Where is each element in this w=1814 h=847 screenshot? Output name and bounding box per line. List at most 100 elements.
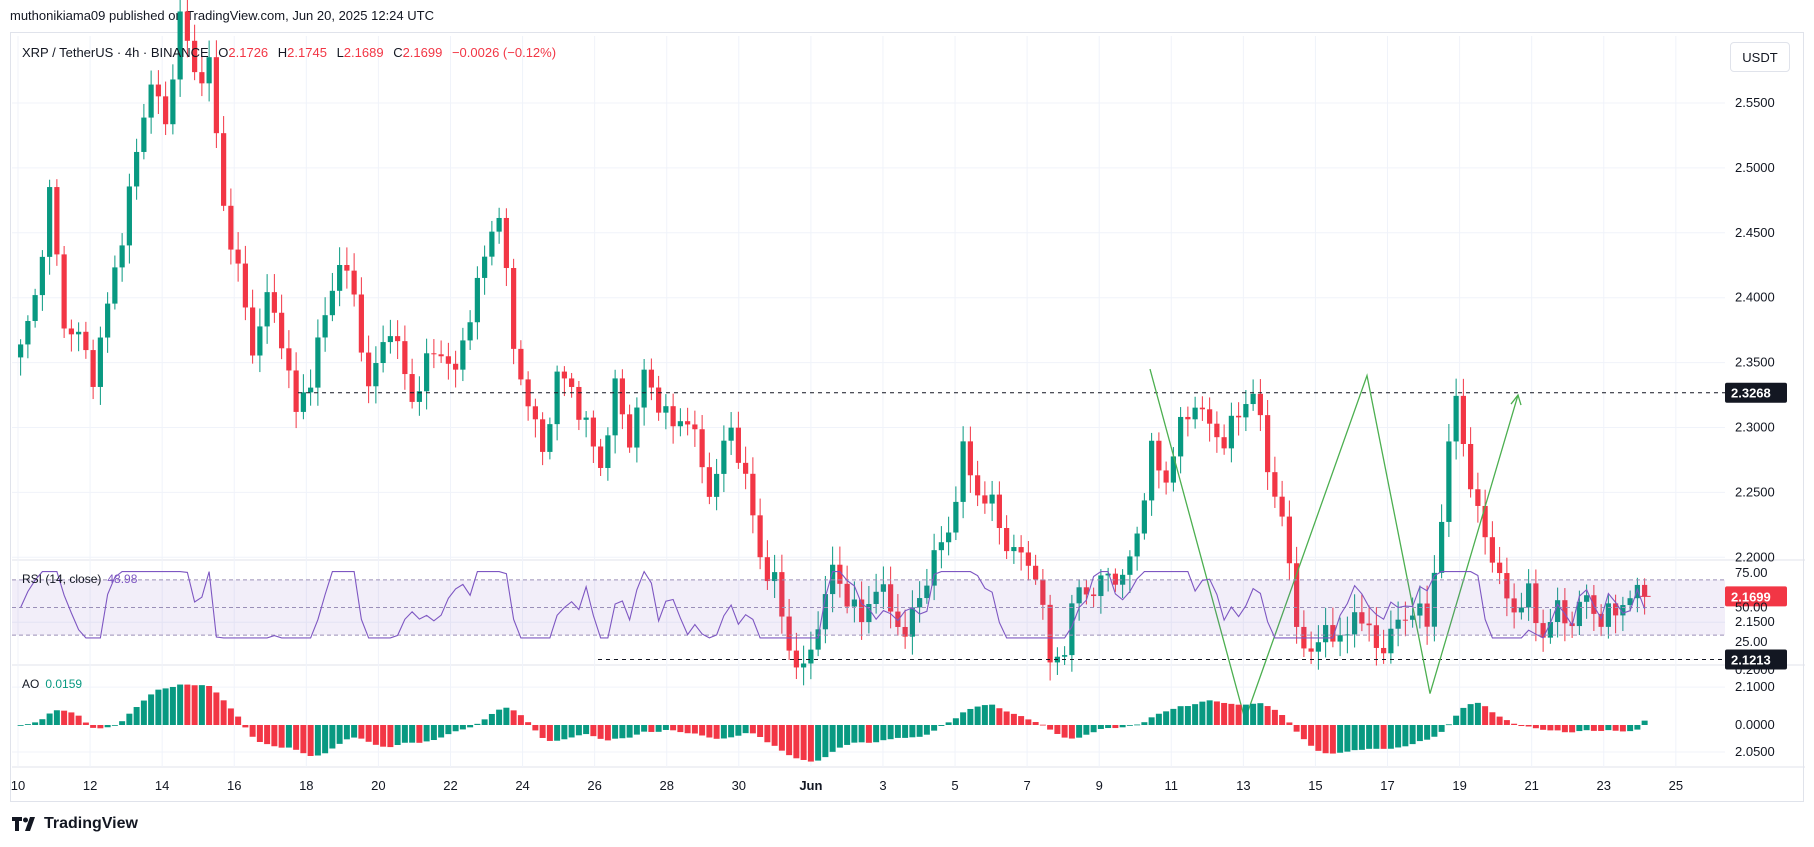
candle-body [1250,393,1256,405]
candle-body [1446,441,1452,522]
ao-bar [1511,723,1518,725]
ao-bar [162,688,169,725]
candle-body [337,265,343,291]
ao-bar [1467,704,1474,725]
candle-body [1613,603,1619,616]
ao-bar [1590,725,1597,731]
candle-body [1497,562,1503,574]
candle-body [1381,647,1387,654]
ao-bar [554,725,561,741]
ao-bar [1192,704,1199,725]
candle-body [1468,443,1474,490]
time-tick-label: 25 [1669,778,1683,793]
ao-bar [82,722,89,725]
ao-bar [793,725,800,759]
candle-body [1598,613,1604,627]
ao-bar [517,715,524,725]
candle-body [97,337,103,387]
candle-body [648,369,654,388]
ao-bar [148,694,155,725]
ao-histogram [17,684,1648,762]
ao-bar [829,725,836,752]
candle-body [286,348,292,371]
tradingview-logo[interactable]: TradingView [12,815,138,833]
ao-bar [481,719,488,725]
ao-bar [525,722,532,725]
ao-bar [365,725,372,742]
candle-body [917,598,923,608]
candle-body [967,441,973,476]
candle-body [1170,456,1176,483]
w-pattern-line [1149,368,1519,722]
candle-body [177,11,183,80]
w-pattern-arrowhead [1510,393,1522,406]
ao-bar [1489,712,1496,725]
ao-bar [836,725,843,748]
candle-body [1134,533,1140,557]
candle-body [1221,437,1227,449]
candle-body [68,328,74,335]
ao-bar [1373,725,1380,749]
candle-body [996,494,1002,529]
rsi-legend[interactable]: RSI (14, close) 48.98 [22,572,137,586]
ao-bar [322,725,329,754]
ao-bar [822,725,829,758]
ao-bar [1112,725,1119,729]
candle-body [801,663,807,668]
candle-body [1207,409,1213,424]
ao-bar [155,689,162,725]
ao-bar [111,725,118,726]
candle-body [1163,470,1169,483]
ao-bar [1047,725,1054,730]
candle-body [170,79,176,125]
ao-bar [815,725,822,761]
candle-body [909,607,915,637]
ao-bar [1206,700,1213,725]
last-price-label: 2.1699 [1731,589,1771,604]
ao-bar [1453,715,1460,725]
ao-bar [662,725,669,730]
time-tick-label: 7 [1024,778,1031,793]
ao-bar [1264,706,1271,725]
rsi-tick-label: 25.00 [1735,634,1768,649]
candle-body [1257,393,1263,416]
rsi-tick-label: 75.00 [1735,565,1768,580]
candle-body [1127,556,1133,575]
candle-body [547,424,553,452]
candle-body [1395,619,1401,629]
candle-body [532,406,538,420]
ao-bar [285,725,292,748]
candle-body [1098,575,1104,597]
ao-bar [423,725,430,742]
ao-bar [213,692,220,725]
currency-button[interactable]: USDT [1730,42,1790,72]
ao-bar [778,725,785,751]
candle-body [206,57,212,84]
candle-body [1627,598,1633,606]
candle-body [1540,623,1546,638]
candle-body [257,326,263,356]
ao-bar [39,719,46,725]
ao-bar [278,725,285,748]
candle-body [1366,623,1372,626]
ao-tick-label: 0.0000 [1735,717,1775,732]
candle-body [366,352,372,387]
ao-legend[interactable]: AO 0.0159 [22,677,82,691]
symbol-name[interactable]: XRP / TetherUS · 4h · BINANCE [22,45,209,60]
chart-container[interactable] [10,32,1804,802]
candle-body [1402,619,1408,621]
ao-bar [706,725,713,738]
ao-bar [198,685,205,725]
ao-bar [561,725,568,740]
ao-bar [902,725,909,738]
candle-body [525,379,531,407]
ao-bar [974,706,981,725]
ao-bar [184,684,191,725]
ao-bar [749,725,756,734]
ao-bar [851,725,858,743]
ao-bar [1039,724,1046,726]
candle-body [148,84,154,118]
candle-body [228,205,234,250]
ao-bar [1199,701,1206,725]
